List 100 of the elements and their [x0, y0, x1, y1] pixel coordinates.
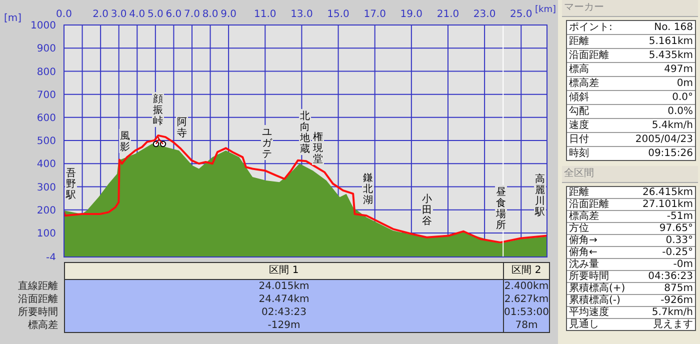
annotation: ユガテ: [262, 127, 273, 160]
annotation: 吾野駅: [65, 168, 76, 201]
text: 全区間: [562, 166, 698, 183]
annotation: 昼食場所: [495, 187, 506, 231]
annotation: 阿寺: [177, 117, 187, 139]
category-label: 所要時間: [569, 271, 609, 282]
text: 5.4km/h: [652, 120, 693, 131]
x-tick-label: 0.0: [56, 9, 72, 20]
text: マーカー: [562, 0, 698, 17]
y-tick-label: 900: [36, 44, 56, 55]
x-tick-label: 9.0: [220, 9, 237, 20]
text: 0m: [676, 78, 693, 89]
category-label: 俯角→: [569, 235, 598, 246]
category-label: 方位: [569, 223, 589, 234]
x-tick-label: 6.0: [166, 9, 182, 20]
category-label: 所要時間: [18, 307, 58, 318]
x-axis-title: [km]: [535, 5, 556, 15]
y-tick-label: 800: [36, 66, 56, 78]
text: 2005/04/23: [635, 134, 693, 145]
x-tick-label: 3.0: [110, 9, 127, 20]
text: -129m: [268, 320, 300, 331]
category-label: 沿面距離: [18, 294, 58, 305]
x-tick-label: 7.0: [184, 9, 200, 20]
category-label: 勾配: [569, 106, 589, 117]
category-label: 距離: [569, 187, 589, 198]
x-tick-label: 8.0: [202, 9, 218, 20]
annotation: 北向地蔵: [299, 110, 310, 155]
text: 875m: [664, 283, 693, 294]
category-label: 時刻: [569, 148, 589, 159]
x-tick-label: 5.0: [147, 9, 164, 20]
text: 2.400km: [504, 281, 549, 292]
category-label: 標高差: [569, 78, 599, 89]
x-tick-label: 23.0: [473, 9, 496, 20]
category-label: 標高: [569, 64, 589, 75]
x-tick-label: 11.0: [254, 9, 276, 20]
x-tick-label: 25.0: [510, 9, 532, 20]
text: 26.415km: [642, 187, 693, 198]
category-label: 平均速度: [569, 307, 609, 318]
x-tick-label: 2.0: [92, 9, 109, 20]
x-tick-label: 17.0: [364, 9, 386, 20]
text: 24.474km: [258, 294, 310, 305]
text: No. 168: [654, 22, 693, 33]
text: 5.161km: [648, 36, 693, 47]
category-label: ポイント:: [569, 22, 612, 33]
category-label: 標高差: [569, 211, 599, 222]
text: 0.33°: [666, 235, 693, 246]
text: 5.7km/h: [652, 307, 693, 318]
y-tick-label: 1000: [30, 20, 56, 32]
text: 0.0°: [672, 92, 693, 103]
text: 497m: [664, 64, 693, 75]
x-tick-label: 21.0: [436, 9, 460, 20]
y-tick-label: 700: [36, 90, 56, 101]
text: 見えます: [653, 319, 693, 330]
y-tick-label: 600: [36, 112, 56, 124]
y-axis-title: [m]: [4, 13, 22, 24]
text: 02:43:23: [262, 307, 306, 318]
category-label: 沿面距離: [569, 50, 609, 61]
text: 27.101km: [642, 199, 693, 210]
text: 01:53:00: [504, 307, 549, 318]
category-label: 距離: [569, 36, 589, 47]
annotation: 小田谷: [422, 193, 432, 227]
category-label: 累積標高(+): [569, 283, 626, 294]
text: 09:15:26: [648, 148, 693, 159]
category-label: 俯角←: [569, 247, 598, 258]
x-tick-label: 15.0: [327, 9, 350, 20]
category-label: 速度: [569, 120, 589, 131]
text: 0.0%: [668, 106, 693, 117]
text: -51m: [666, 211, 693, 222]
y-tick-label: 500: [36, 136, 56, 148]
x-tick-label: 4.0: [129, 9, 146, 20]
category-label: 標高差: [28, 320, 58, 331]
x-tick-label: 13.0: [290, 9, 313, 20]
annotation: 顔振峠: [153, 93, 163, 127]
y-tick-label: 400: [36, 159, 56, 170]
text: -926m: [660, 295, 693, 306]
category-label: 区間 1: [268, 264, 300, 278]
category-label: 直線距離: [18, 281, 58, 292]
text: 78m: [515, 320, 538, 331]
y-tick-label: 200: [36, 205, 56, 216]
y-tick-label: 100: [36, 228, 56, 240]
category-label: 累積標高(-): [569, 295, 620, 306]
category-label: 日付: [569, 134, 589, 145]
y-tick-label: 300: [36, 182, 56, 194]
annotation: 風影: [120, 131, 130, 153]
annotation: 権現堂: [313, 131, 323, 165]
category-label: 見通し: [569, 319, 599, 330]
category-label: 沿面距離: [569, 199, 609, 210]
text: 04:36:23: [648, 271, 693, 282]
text: -0m: [673, 259, 693, 270]
text: 97.65°: [659, 223, 693, 234]
text: 2.627km: [504, 294, 549, 305]
x-tick-label: 19.0: [400, 9, 423, 20]
text: 5.435km: [648, 50, 693, 61]
text: 24.015km: [258, 281, 310, 292]
text: -0.25°: [662, 247, 693, 258]
category-label: 沈み量: [569, 259, 599, 270]
annotation: 鎌北湖: [363, 172, 373, 206]
category-label: 区間 2: [503, 263, 549, 279]
category-label: 傾斜: [569, 92, 589, 103]
annotation: 高麗川駅: [534, 173, 545, 218]
